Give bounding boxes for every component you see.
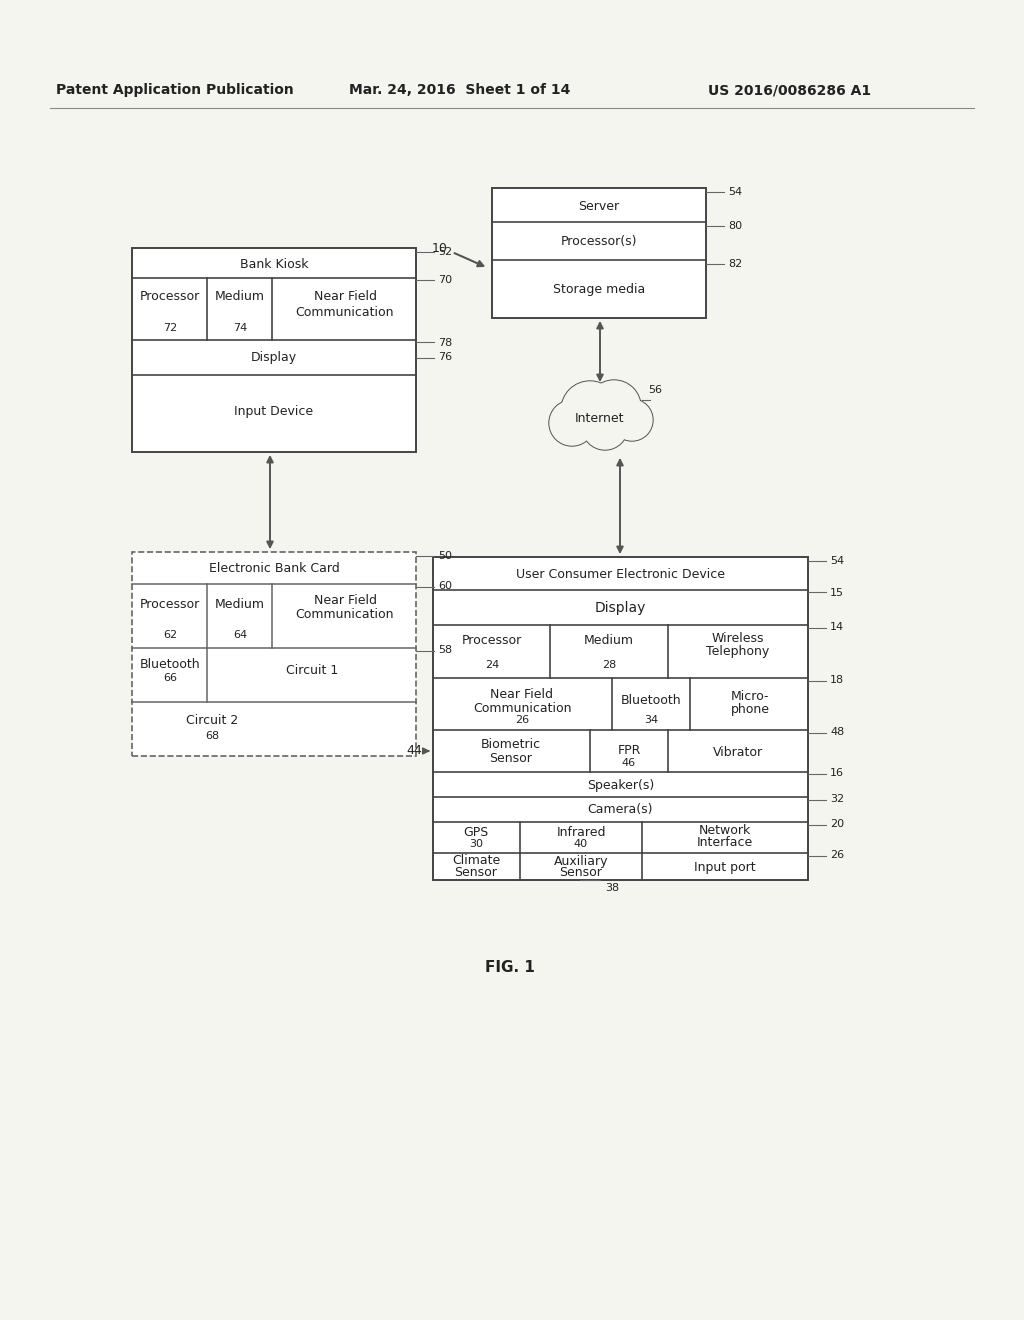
Text: Medium: Medium bbox=[215, 290, 265, 304]
Circle shape bbox=[587, 380, 641, 434]
Text: FIG. 1: FIG. 1 bbox=[485, 961, 535, 975]
Circle shape bbox=[612, 400, 652, 440]
Text: Bluetooth: Bluetooth bbox=[621, 694, 681, 708]
Text: Electronic Bank Card: Electronic Bank Card bbox=[209, 562, 339, 576]
Text: Processor: Processor bbox=[140, 598, 200, 610]
Text: Processor: Processor bbox=[140, 290, 200, 304]
Text: Climate: Climate bbox=[452, 854, 500, 867]
Text: Biometric: Biometric bbox=[481, 738, 541, 751]
Text: Display: Display bbox=[595, 601, 646, 615]
Text: 10: 10 bbox=[432, 242, 449, 255]
Text: Display: Display bbox=[251, 351, 297, 364]
Text: Vibrator: Vibrator bbox=[713, 746, 763, 759]
Text: Micro-: Micro- bbox=[731, 690, 769, 704]
Text: 18: 18 bbox=[830, 675, 844, 685]
Text: 62: 62 bbox=[163, 630, 177, 640]
Text: 28: 28 bbox=[602, 660, 616, 671]
Text: 58: 58 bbox=[438, 645, 453, 655]
Text: Auxiliary: Auxiliary bbox=[554, 854, 608, 867]
Text: Input Device: Input Device bbox=[234, 405, 313, 418]
Text: 16: 16 bbox=[830, 768, 844, 777]
Text: Bluetooth: Bluetooth bbox=[139, 657, 201, 671]
Text: User Consumer Electronic Device: User Consumer Electronic Device bbox=[516, 568, 725, 581]
Text: Circuit 2: Circuit 2 bbox=[186, 714, 239, 726]
Text: Sensor: Sensor bbox=[559, 866, 602, 879]
Text: Processor: Processor bbox=[462, 635, 522, 648]
Text: Telephony: Telephony bbox=[707, 644, 770, 657]
Text: 78: 78 bbox=[438, 338, 453, 348]
Text: 50: 50 bbox=[438, 550, 452, 561]
Text: 54: 54 bbox=[830, 556, 844, 566]
Text: 80: 80 bbox=[728, 220, 742, 231]
Text: 54: 54 bbox=[728, 187, 742, 197]
Text: FPR: FPR bbox=[617, 744, 641, 758]
Text: Communication: Communication bbox=[473, 701, 571, 714]
Text: Interface: Interface bbox=[697, 837, 753, 850]
Circle shape bbox=[583, 405, 627, 449]
Text: Sensor: Sensor bbox=[489, 751, 532, 764]
Text: 30: 30 bbox=[469, 840, 483, 849]
Text: 52: 52 bbox=[438, 247, 453, 257]
Bar bbox=[492, 187, 706, 318]
Circle shape bbox=[611, 399, 653, 441]
Text: 26: 26 bbox=[515, 715, 529, 725]
Circle shape bbox=[562, 381, 618, 438]
Text: 70: 70 bbox=[438, 275, 453, 285]
Text: phone: phone bbox=[730, 704, 769, 717]
Circle shape bbox=[561, 381, 618, 440]
Text: US 2016/0086286 A1: US 2016/0086286 A1 bbox=[709, 83, 871, 96]
Bar bbox=[132, 248, 416, 451]
Text: Near Field: Near Field bbox=[313, 594, 377, 606]
Text: Processor(s): Processor(s) bbox=[561, 235, 637, 248]
Text: Camera(s): Camera(s) bbox=[588, 804, 653, 817]
Text: 64: 64 bbox=[232, 630, 247, 640]
Text: Server: Server bbox=[579, 201, 620, 214]
Text: 34: 34 bbox=[644, 715, 658, 725]
Text: 82: 82 bbox=[728, 259, 742, 269]
Text: 26: 26 bbox=[830, 850, 844, 861]
Text: 72: 72 bbox=[163, 323, 177, 333]
Text: 44: 44 bbox=[407, 744, 422, 758]
Text: Network: Network bbox=[698, 825, 752, 837]
Bar bbox=[132, 552, 416, 756]
Text: Input port: Input port bbox=[694, 861, 756, 874]
Text: 32: 32 bbox=[830, 795, 844, 804]
Text: 38: 38 bbox=[605, 883, 620, 894]
Text: 24: 24 bbox=[485, 660, 499, 671]
Text: Infrared: Infrared bbox=[556, 825, 606, 838]
Text: Bank Kiosk: Bank Kiosk bbox=[240, 257, 308, 271]
Text: Circuit 1: Circuit 1 bbox=[286, 664, 338, 677]
Text: Storage media: Storage media bbox=[553, 284, 645, 297]
Text: Internet: Internet bbox=[575, 412, 625, 425]
Text: Medium: Medium bbox=[584, 635, 634, 648]
Text: Speaker(s): Speaker(s) bbox=[587, 779, 654, 792]
Text: Communication: Communication bbox=[296, 305, 394, 318]
Text: Sensor: Sensor bbox=[455, 866, 498, 879]
Text: 46: 46 bbox=[622, 758, 636, 768]
Circle shape bbox=[550, 401, 594, 445]
Text: Near Field: Near Field bbox=[313, 290, 377, 304]
Text: 14: 14 bbox=[830, 622, 844, 632]
Text: GPS: GPS bbox=[464, 825, 488, 838]
Circle shape bbox=[582, 404, 628, 450]
Text: Wireless: Wireless bbox=[712, 631, 764, 644]
Circle shape bbox=[588, 381, 640, 433]
Text: Mar. 24, 2016  Sheet 1 of 14: Mar. 24, 2016 Sheet 1 of 14 bbox=[349, 83, 570, 96]
Text: 74: 74 bbox=[232, 323, 247, 333]
Text: Near Field: Near Field bbox=[490, 688, 554, 701]
Text: 66: 66 bbox=[163, 673, 177, 682]
Text: 76: 76 bbox=[438, 352, 453, 362]
Bar bbox=[433, 557, 808, 880]
Text: 68: 68 bbox=[205, 731, 219, 741]
Text: 15: 15 bbox=[830, 587, 844, 598]
Text: Medium: Medium bbox=[215, 598, 265, 610]
Text: Communication: Communication bbox=[296, 609, 394, 622]
Text: 40: 40 bbox=[573, 840, 588, 849]
Text: 20: 20 bbox=[830, 818, 844, 829]
Text: 60: 60 bbox=[438, 581, 452, 591]
Text: 48: 48 bbox=[830, 727, 844, 737]
Text: Patent Application Publication: Patent Application Publication bbox=[56, 83, 294, 96]
Text: 56: 56 bbox=[648, 385, 662, 395]
Circle shape bbox=[549, 400, 595, 446]
